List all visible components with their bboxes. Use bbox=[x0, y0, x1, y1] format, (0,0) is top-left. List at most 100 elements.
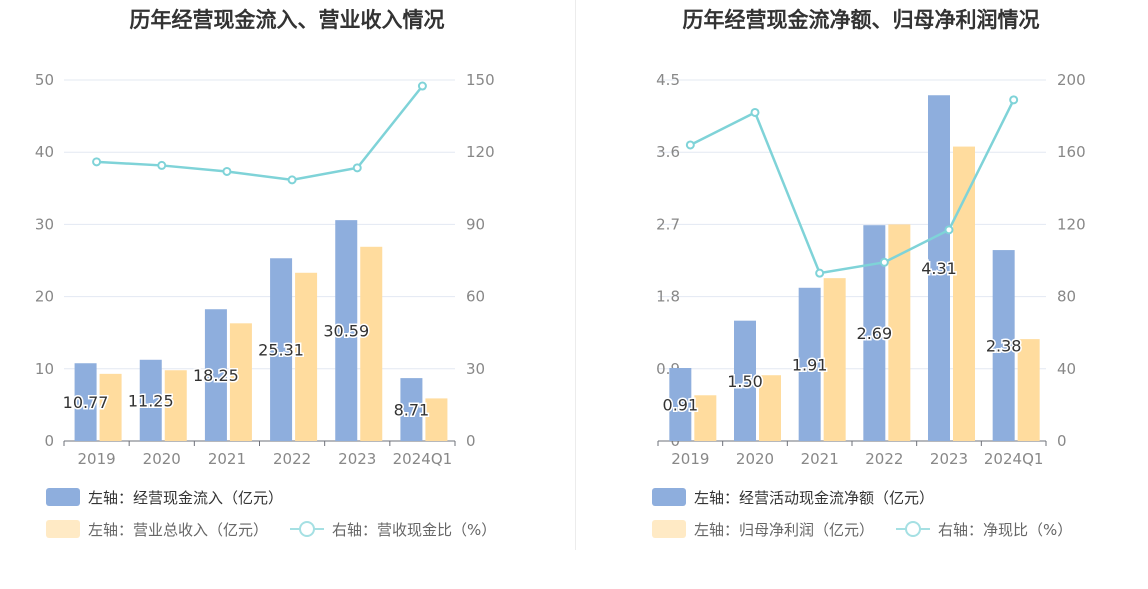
legend-row-2: 左轴：营业总收入（亿元） 右轴：营收现金比（%） bbox=[46, 517, 518, 541]
bar-series-2 bbox=[888, 224, 911, 441]
bar-series-2 bbox=[164, 370, 187, 441]
line-point bbox=[352, 163, 362, 173]
y-right-tick-label: 120 bbox=[1057, 215, 1086, 233]
y-left-tick-label: 2.7 bbox=[656, 215, 680, 233]
bar-series-1 bbox=[992, 250, 1015, 441]
panel-divider bbox=[575, 0, 576, 550]
bar-series-1 bbox=[204, 309, 227, 441]
legend-swatch-blue bbox=[46, 488, 80, 506]
y-right-tick-label: 150 bbox=[466, 71, 495, 89]
bar-series-2 bbox=[295, 272, 318, 441]
bar-series-2 bbox=[759, 375, 781, 441]
y-left-tick-label: 40 bbox=[35, 143, 54, 161]
bar-data-label: 8.71 bbox=[394, 401, 430, 420]
x-tick-label: 2021 bbox=[208, 450, 246, 468]
y-left-tick-label: 30 bbox=[35, 215, 54, 233]
legend-label: 左轴：经营现金流入（亿元） bbox=[88, 488, 284, 507]
chart-title: 历年经营现金流入、营业收入情况 bbox=[129, 8, 445, 32]
legend-item-ratio[interactable]: 右轴：营收现金比（%） bbox=[290, 519, 496, 540]
x-tick-label: 2019 bbox=[671, 450, 709, 468]
line-point bbox=[287, 175, 297, 185]
legend-swatch-yellow bbox=[652, 520, 686, 538]
x-tick-label: 2023 bbox=[338, 450, 376, 468]
line-point bbox=[879, 257, 889, 267]
chart-title: 历年经营现金流净额、归母净利润情况 bbox=[682, 8, 1040, 32]
line-series-ratio bbox=[689, 99, 1015, 275]
bar-series-1 bbox=[669, 367, 692, 441]
chart-plot-area: 0 10 20 30 40 50 0 30 60 90 120 150 2019 2020 2021 2022… bbox=[35, 71, 495, 468]
chart-plot-area: 00.91.82.73.64.5040801201602002019202020… bbox=[656, 71, 1086, 468]
line-point bbox=[417, 81, 427, 91]
y-right-tick-label: 200 bbox=[1057, 71, 1086, 89]
bar-series-1 bbox=[139, 359, 162, 441]
x-tick-label: 2021 bbox=[801, 450, 839, 468]
line-point bbox=[222, 166, 232, 176]
line-point bbox=[944, 225, 954, 235]
legend-row-2: 左轴：归母净利润（亿元） 右轴：净现比（%） bbox=[652, 517, 1094, 541]
bar-series-2 bbox=[425, 398, 448, 441]
line-point bbox=[685, 140, 695, 150]
y-right-tick-label: 30 bbox=[466, 360, 485, 378]
bar-data-label: 2.38 bbox=[986, 337, 1022, 356]
y-left-tick-label: 3.6 bbox=[656, 143, 680, 161]
bar-data-label: 18.25 bbox=[193, 366, 239, 385]
bar-series-1 bbox=[270, 258, 293, 441]
legend-item-revenue[interactable]: 左轴：营业总收入（亿元） bbox=[46, 519, 268, 540]
chart-panel-right: 历年经营现金流净额、归母净利润情况 00.91.82.73.64.5040801… bbox=[574, 0, 1148, 589]
y-right-tick-label: 0 bbox=[466, 432, 476, 450]
bar-series-2 bbox=[229, 323, 252, 441]
x-tick-label: 2019 bbox=[77, 450, 115, 468]
y-right-tick-label: 40 bbox=[1057, 360, 1076, 378]
legend-swatch-yellow bbox=[46, 520, 80, 538]
line-point bbox=[750, 107, 760, 117]
legend-swatch-blue bbox=[652, 488, 686, 506]
legend-line-circle-icon bbox=[290, 520, 325, 538]
y-right-tick-label: 80 bbox=[1057, 288, 1076, 306]
line-point bbox=[92, 157, 102, 167]
x-tick-label: 2024Q1 bbox=[393, 450, 453, 468]
y-left-tick-label: 0 bbox=[44, 432, 54, 450]
y-left-tick-label: 1.8 bbox=[656, 288, 680, 306]
legend-label: 右轴：营收现金比（%） bbox=[332, 520, 497, 539]
bar-data-label: 1.91 bbox=[792, 355, 828, 374]
y-left-tick-label: 4.5 bbox=[656, 71, 680, 89]
legend-item-inflow[interactable]: 左轴：经营现金流入（亿元） bbox=[46, 487, 283, 508]
bar-data-label: 2.69 bbox=[857, 324, 893, 343]
legend-line-circle-icon bbox=[896, 520, 931, 538]
line-point bbox=[815, 268, 825, 278]
legend-row-1: 左轴：经营现金流入（亿元） bbox=[46, 485, 305, 509]
bar-data-label: 4.31 bbox=[921, 259, 957, 278]
x-tick-label: 2022 bbox=[273, 450, 311, 468]
x-tick-label: 2024Q1 bbox=[984, 450, 1044, 468]
bar-series-2 bbox=[823, 278, 846, 441]
bar-series-2 bbox=[694, 395, 717, 441]
chart-panel-left: 历年经营现金流入、营业收入情况 0 10 20 30 40 50 0 30 60 90 120 150… bbox=[35, 8, 518, 541]
y-right-tick-label: 0 bbox=[1057, 432, 1067, 450]
x-tick-label: 2020 bbox=[736, 450, 774, 468]
bar-series-1 bbox=[863, 225, 886, 441]
x-tick-label: 2023 bbox=[930, 450, 968, 468]
legend-item-net-profit[interactable]: 左轴：归母净利润（亿元） bbox=[652, 519, 874, 540]
line-series-ratio bbox=[96, 85, 424, 182]
bar-data-label: 1.50 bbox=[727, 372, 763, 391]
y-right-tick-label: 60 bbox=[466, 288, 485, 306]
y-left-tick-label: 50 bbox=[35, 71, 54, 89]
legend-item-net-cashflow[interactable]: 左轴：经营活动现金流净额（亿元） bbox=[652, 487, 934, 508]
y-right-tick-label: 160 bbox=[1057, 143, 1086, 161]
bar-data-label: 11.25 bbox=[128, 391, 174, 410]
x-tick-label: 2020 bbox=[143, 450, 181, 468]
legend-item-net-ratio[interactable]: 右轴：净现比（%） bbox=[896, 519, 1072, 540]
bar-data-label: 10.77 bbox=[63, 393, 109, 412]
legend-label: 左轴：归母净利润（亿元） bbox=[694, 520, 875, 539]
bar-series-2 bbox=[1017, 339, 1040, 441]
bar-series-1 bbox=[734, 320, 756, 441]
legend-label: 右轴：净现比（%） bbox=[938, 520, 1073, 539]
y-right-tick-label: 120 bbox=[466, 143, 495, 161]
bar-series-1 bbox=[74, 363, 97, 441]
bar-data-label: 30.59 bbox=[323, 322, 369, 341]
x-tick-label: 2022 bbox=[865, 450, 903, 468]
bar-data-label: 25.31 bbox=[258, 341, 304, 360]
y-left-tick-label: 20 bbox=[35, 288, 54, 306]
y-right-tick-label: 90 bbox=[466, 215, 485, 233]
y-left-tick-label: 10 bbox=[35, 360, 54, 378]
